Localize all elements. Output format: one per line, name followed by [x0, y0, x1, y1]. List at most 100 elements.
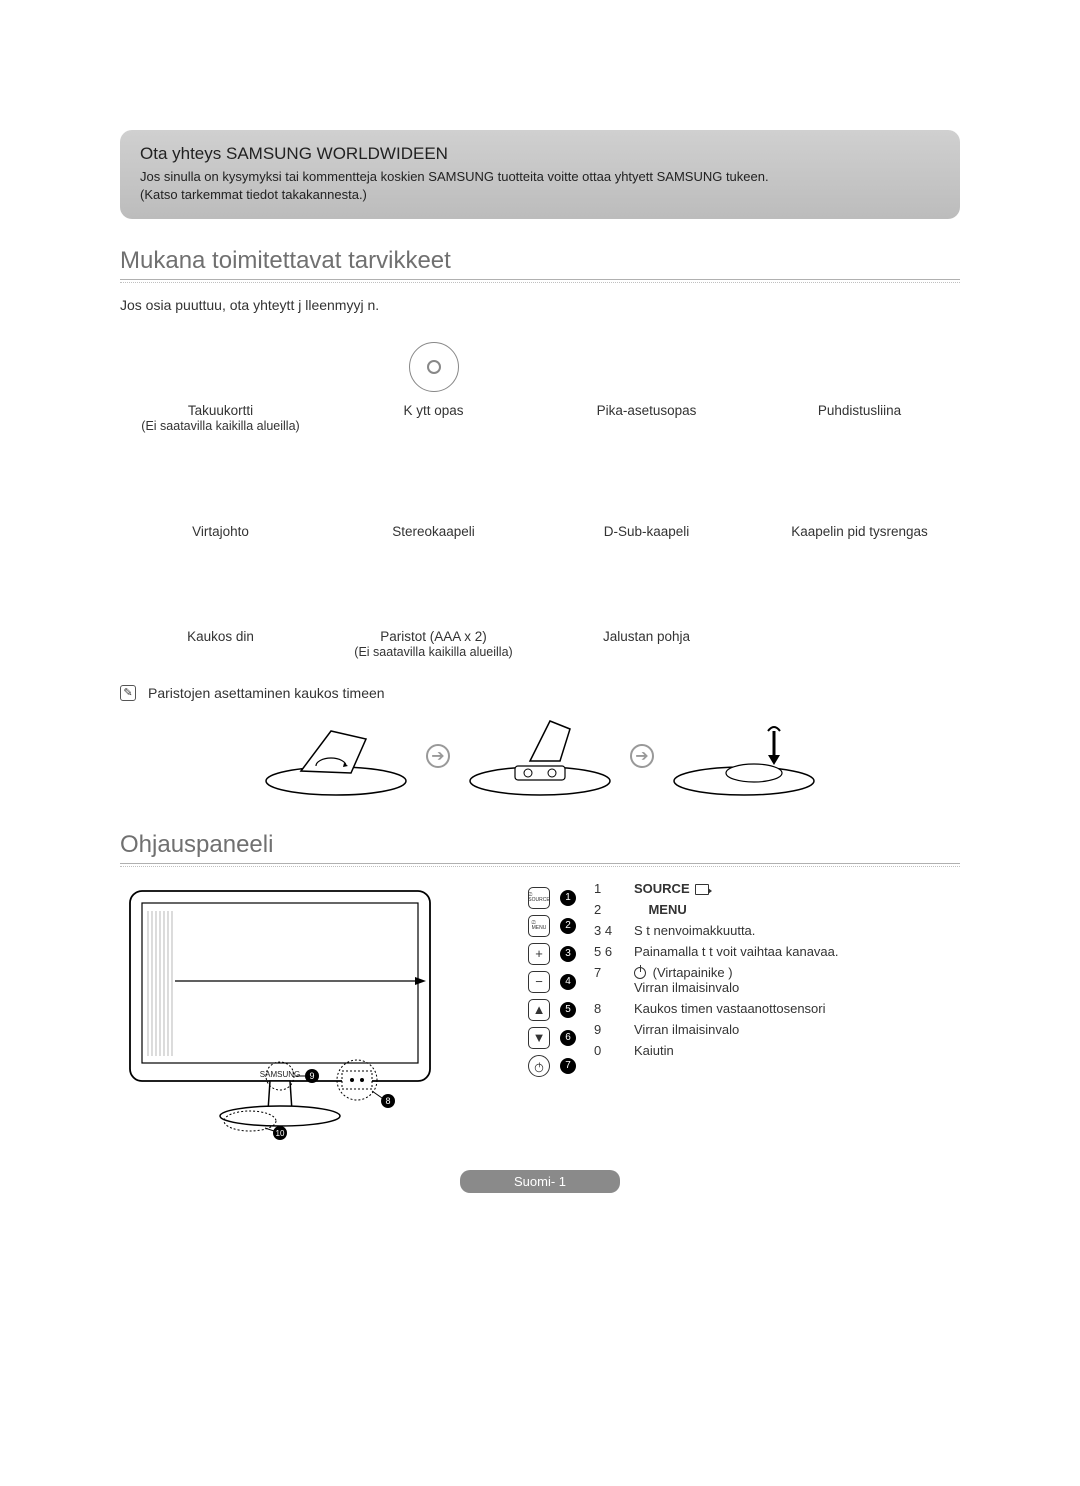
callout-badge: 4 — [560, 974, 576, 990]
remote-step2-icon — [460, 711, 620, 801]
callout-badge: 1 — [560, 890, 576, 906]
control-panel-diagram: SAMSUNG 9 8 10 ⎚SOURCE 1 ⎚MENU 2 +3 −4 ▲ 5 ▼ 6 7 1… — [120, 881, 960, 1146]
remote-step1-icon — [256, 711, 416, 801]
callout-badge: 6 — [560, 1030, 576, 1046]
accessory-label: Stereokaapeli — [335, 524, 532, 539]
side-button-row: ⎚SOURCE 1 — [528, 887, 576, 909]
accessory-label: Pika-asetusopas — [548, 403, 745, 418]
placeholder-icon — [548, 458, 745, 518]
control-label-text: S t nenvoimakkuutta. — [634, 923, 960, 938]
placeholder-icon — [761, 458, 958, 518]
side-button-stack: ⎚SOURCE 1 ⎚MENU 2 +3 −4 ▲ 5 ▼ 6 7 — [528, 881, 576, 1146]
accessory-manual: K ytt opas — [333, 331, 534, 440]
power-icon — [634, 967, 646, 979]
contact-banner-title: Ota yhteys SAMSUNG WORLDWIDEEN — [140, 144, 940, 164]
control-label-row: 0 Kaiutin — [594, 1043, 960, 1058]
accessory-cabletie: Kaapelin pid tysrengas — [759, 452, 960, 545]
svg-text:10: 10 — [276, 1129, 285, 1138]
control-labels: 1 SOURCE 2 MENU 3 4 S t nenvoimakkuutta. 5 6… — [594, 881, 960, 1146]
control-label-num: 5 6 — [594, 944, 624, 959]
control-label-num: 8 — [594, 1001, 624, 1016]
accessory-remote: Kaukos din — [120, 557, 321, 666]
battery-note-row: ✎ Paristojen asettaminen kaukos timeen — [120, 685, 960, 701]
placeholder-icon — [335, 458, 532, 518]
control-label-row: 5 6Painamalla t t voit vaihtaa kanavaa. — [594, 944, 960, 959]
side-button — [528, 1055, 550, 1077]
placeholder-icon — [335, 563, 532, 623]
control-label-num: 9 — [594, 1022, 624, 1037]
control-label-row: 3 4 S t nenvoimakkuutta. — [594, 923, 960, 938]
accessory-batteries: Paristot (AAA x 2) (Ei saatavilla kaikil… — [333, 557, 534, 666]
placeholder-icon — [122, 458, 319, 518]
control-label-text: Virran ilmaisinvalo — [634, 1022, 960, 1037]
control-label-text: Kaiutin — [634, 1043, 960, 1058]
accessory-empty — [759, 557, 960, 666]
battery-diagram: ➔ ➔ — [120, 711, 960, 801]
accessory-powercord: Virtajohto — [120, 452, 321, 545]
section-controlpanel-title: Ohjauspaneeli — [120, 831, 960, 864]
section-rule — [120, 280, 960, 283]
control-label-row: 2 MENU — [594, 902, 960, 917]
side-button-row: −4 — [528, 971, 576, 993]
svg-text:9: 9 — [309, 1071, 314, 1081]
callout-badge: 5 — [560, 1002, 576, 1018]
control-label-num: 2 — [594, 902, 624, 917]
control-label-row: 7 (Virtapainike )Virran ilmaisinvalo — [594, 965, 960, 995]
accessory-label: Paristot (AAA x 2) — [335, 629, 532, 644]
control-label-row: 8 Kaukos timen vastaanottosensori — [594, 1001, 960, 1016]
cd-icon — [335, 337, 532, 397]
accessory-label: K ytt opas — [335, 403, 532, 418]
control-label-num: 3 4 — [594, 923, 624, 938]
note-icon: ✎ — [120, 685, 136, 701]
source-icon — [695, 884, 709, 895]
battery-note-text: Paristojen asettaminen kaukos timeen — [148, 685, 385, 701]
arrow-right-icon: ➔ — [426, 744, 450, 768]
placeholder-icon — [548, 563, 745, 623]
control-label-text: (Virtapainike )Virran ilmaisinvalo — [634, 965, 960, 995]
accessory-label: D-Sub-kaapeli — [548, 524, 745, 539]
side-button: ▲ — [528, 999, 550, 1021]
side-button: + — [528, 943, 550, 965]
control-label-text: Kaukos timen vastaanottosensori — [634, 1001, 960, 1016]
side-button: ⎚MENU — [528, 915, 550, 937]
side-button-row: +3 — [528, 943, 576, 965]
side-button-row: 7 — [528, 1055, 576, 1077]
accessories-intro: Jos osia puuttuu, ota yhteytt j lleenmyy… — [120, 297, 960, 313]
control-label-text: SOURCE — [634, 881, 960, 896]
contact-banner-line2: (Katso tarkemmat tiedot takakannesta.) — [140, 186, 940, 204]
accessory-label: Kaukos din — [122, 629, 319, 644]
control-label-row: 1 SOURCE — [594, 881, 960, 896]
tv-illustration: SAMSUNG 9 8 10 — [120, 881, 510, 1146]
accessory-label: Virtajohto — [122, 524, 319, 539]
accessory-sublabel: (Ei saatavilla kaikilla alueilla) — [335, 644, 532, 660]
remote-step3-icon — [664, 711, 824, 801]
placeholder-icon — [122, 337, 319, 397]
callout-badge: 2 — [560, 918, 576, 934]
accessories-grid: Takuukortti (Ei saatavilla kaikilla alue… — [120, 331, 960, 667]
arrow-right-icon: ➔ — [630, 744, 654, 768]
contact-banner-line1: Jos sinulla on kysymyksi tai kommentteja… — [140, 168, 940, 186]
page-footer: Suomi- 1 — [460, 1170, 620, 1193]
side-button: − — [528, 971, 550, 993]
control-label-text: MENU — [634, 902, 960, 917]
accessory-standbase: Jalustan pohja — [546, 557, 747, 666]
section-accessories-title: Mukana toimitettavat tarvikkeet — [120, 247, 960, 280]
side-button: ⎚SOURCE — [528, 887, 550, 909]
callout-badge: 7 — [560, 1058, 576, 1074]
accessory-warranty: Takuukortti (Ei saatavilla kaikilla alue… — [120, 331, 321, 440]
page-number: Suomi- 1 — [514, 1174, 566, 1189]
placeholder-icon — [761, 337, 958, 397]
control-label-num: 1 — [594, 881, 624, 896]
accessory-label: Takuukortti — [122, 403, 319, 418]
control-label-num: 0 — [594, 1043, 624, 1058]
svg-text:8: 8 — [385, 1096, 390, 1106]
control-label-row: 9 Virran ilmaisinvalo — [594, 1022, 960, 1037]
section-rule — [120, 864, 960, 867]
accessory-dsub: D-Sub-kaapeli — [546, 452, 747, 545]
accessory-stereocable: Stereokaapeli — [333, 452, 534, 545]
side-button: ▼ — [528, 1027, 550, 1049]
accessory-quickguide: Pika-asetusopas — [546, 331, 747, 440]
accessory-label: Jalustan pohja — [548, 629, 745, 644]
control-label-num: 7 — [594, 965, 624, 980]
placeholder-icon — [122, 563, 319, 623]
